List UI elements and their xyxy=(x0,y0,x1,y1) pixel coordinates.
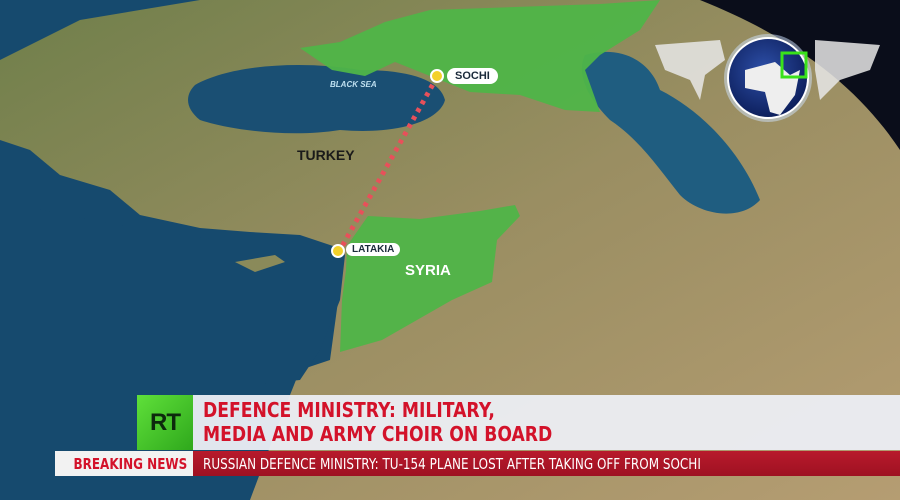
russia-region xyxy=(300,0,660,112)
sochi-label: SOCHI xyxy=(447,68,498,84)
turkey-label: TURKEY xyxy=(297,147,355,163)
black-sea xyxy=(188,65,445,134)
caspian-sea xyxy=(581,51,760,214)
news-ticker: RUSSIAN DEFENCE MINISTRY: TU-154 PLANE L… xyxy=(193,451,900,476)
globe-icon xyxy=(655,34,880,122)
latakia-marker xyxy=(331,244,345,258)
mediterranean-sea xyxy=(0,200,345,385)
flight-route xyxy=(337,75,440,252)
rt-logo: RT xyxy=(137,395,193,450)
breaking-news-label: BREAKING NEWS xyxy=(55,451,193,476)
headline-line-1: DEFENCE MINISTRY: MILITARY, xyxy=(203,398,495,422)
ticker-text: RUSSIAN DEFENCE MINISTRY: TU-154 PLANE L… xyxy=(203,455,701,473)
dark-space xyxy=(700,0,900,150)
black-sea-label: BLACK SEA xyxy=(330,80,377,89)
cyprus xyxy=(235,255,285,272)
headline-banner: DEFENCE MINISTRY: MILITARY, MEDIA AND AR… xyxy=(193,395,900,450)
breaking-news-text: BREAKING NEWS xyxy=(73,455,187,473)
syria-region xyxy=(340,205,520,352)
headline-line-2: MEDIA AND ARMY CHOIR ON BOARD xyxy=(203,422,553,446)
syria-label: SYRIA xyxy=(405,262,451,279)
sochi-marker xyxy=(430,69,444,83)
latakia-label: LATAKIA xyxy=(346,243,401,256)
